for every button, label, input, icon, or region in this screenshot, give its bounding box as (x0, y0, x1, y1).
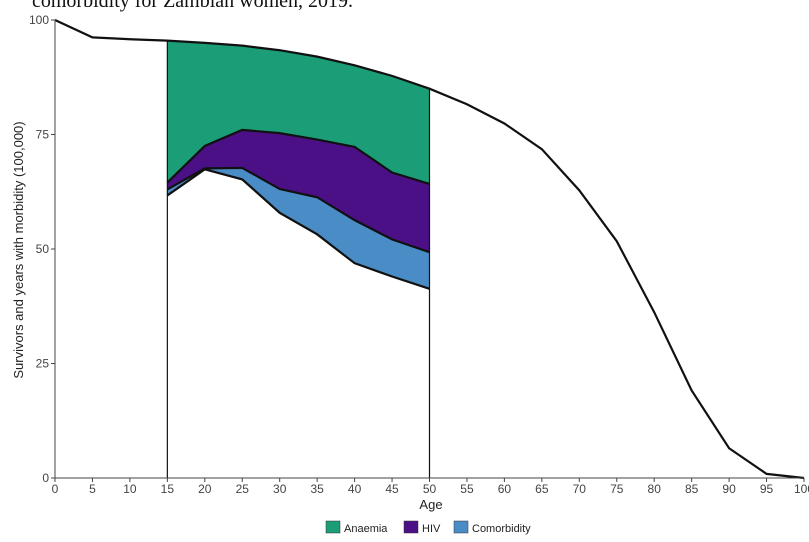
x-tick-label: 0 (52, 482, 59, 496)
hiv-legend-swatch (403, 520, 419, 534)
x-tick-label: 60 (498, 482, 512, 496)
x-tick-label: 80 (648, 482, 662, 496)
x-axis-label: Age (419, 497, 442, 512)
x-tick-label: 50 (423, 482, 437, 496)
survival-curve (54, 19, 805, 480)
y-tick-label: 25 (36, 357, 50, 371)
survival-lines (54, 19, 805, 480)
comorbidity-lower-boundary (166, 168, 430, 290)
y-tick-label: 75 (36, 128, 50, 142)
x-tick-label: 95 (760, 482, 774, 496)
x-tick-label: 85 (685, 482, 699, 496)
x-tick-label: 20 (198, 482, 212, 496)
x-tick-label: 100 (794, 482, 809, 496)
hiv-area (167, 129, 430, 253)
x-tick-label: 35 (310, 482, 324, 496)
morbidity-areas (167, 40, 430, 289)
y-tick-label: 0 (42, 471, 49, 485)
x-tick-label: 65 (535, 482, 549, 496)
x-tick-label: 70 (573, 482, 587, 496)
hiv-legend-label: HIV (422, 523, 441, 535)
y-tick-label: 50 (36, 242, 50, 256)
comorbidity-legend-label: Comorbidity (472, 523, 531, 535)
x-tick-label: 15 (161, 482, 175, 496)
x-tick-label: 30 (273, 482, 287, 496)
anaemia-area (167, 40, 430, 184)
x-tick-label: 55 (460, 482, 474, 496)
figure-caption: comorbidity for Zambian women, 2019. (32, 0, 354, 12)
y-axis-label: Survivors and years with morbidity (100,… (11, 121, 26, 378)
x-tick-label: 25 (236, 482, 250, 496)
x-tick-label: 40 (348, 482, 362, 496)
axes: 0 5 10 15 20 25 30 35 40 45 50 55 60 65 70 75 80 85 90 95 10… (29, 13, 809, 496)
hiv-lower-boundary (166, 166, 430, 254)
y-tick-label: 100 (29, 13, 49, 27)
anaemia-legend-swatch (325, 520, 341, 534)
x-tick-label: 75 (610, 482, 624, 496)
anaemia-legend-label: Anaemia (344, 523, 388, 535)
x-tick-label: 90 (722, 482, 736, 496)
anaemia-lower-boundary (166, 128, 430, 186)
comorbidity-legend-swatch (453, 520, 469, 534)
x-tick-label: 10 (123, 482, 137, 496)
x-tick-label: 5 (89, 482, 96, 496)
comorbidity-area (167, 167, 430, 289)
legend: Anaemia HIV Comorbidity (325, 520, 531, 535)
x-tick-label: 45 (385, 482, 399, 496)
